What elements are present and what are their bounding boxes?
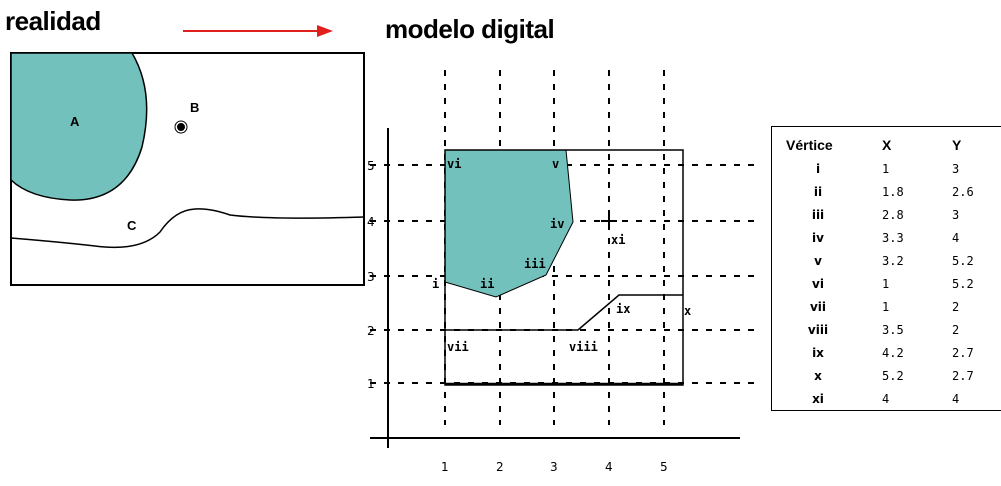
x-cell: 4 (882, 391, 890, 406)
header-x: X (882, 137, 892, 153)
line-c-model (445, 294, 683, 331)
vertex-label-v: v (552, 157, 559, 171)
y-cell: 5.2 (952, 276, 974, 291)
y-tick-3: 3 (367, 270, 375, 284)
table-row: x 5.2 2.7 (772, 364, 1001, 387)
x-cell: 5.2 (882, 368, 904, 383)
vertex-cell: ix (812, 345, 824, 360)
label-a: A (70, 114, 80, 129)
modelo-digital-heading: modelo digital (385, 14, 555, 44)
vertex-label-viii: viii (569, 340, 598, 354)
y-tick-1: 1 (367, 377, 375, 391)
table-row: iii 2.8 3 (772, 203, 1001, 226)
x-tick-1: 1 (441, 460, 449, 474)
vertex-coordinate-table: Vértice X Y i 1 3 ii 1.8 2.6 iii 2.8 3 iv 3.3 4 v 3.2… (771, 126, 1001, 411)
vertex-cell: x (814, 368, 822, 383)
x-cell: 3.2 (882, 253, 904, 268)
vertex-label-x: x (684, 304, 691, 318)
table-row: iv 3.3 4 (772, 226, 1001, 249)
y-cell: 2 (952, 299, 960, 314)
vertex-label-vi: vi (447, 157, 461, 171)
transform-arrow (183, 25, 333, 37)
table-row: v 3.2 5.2 (772, 249, 1001, 272)
point-b (177, 123, 185, 131)
reality-panel: A B C (10, 52, 365, 286)
vertex-label-ii: ii (480, 277, 494, 291)
x-cell: 3.3 (882, 230, 904, 245)
point-xi (601, 213, 617, 229)
x-cell: 1 (882, 161, 890, 176)
table-row: i 1 3 (772, 157, 1001, 180)
x-tick-4: 4 (605, 460, 613, 474)
digital-model-plot: 1 2 3 4 5 1 2 3 4 5 i ii iii iv v vi vii… (367, 70, 760, 474)
vertex-cell: vii (809, 299, 827, 314)
y-cell: 3 (952, 207, 960, 222)
x-tick-5: 5 (660, 460, 668, 474)
table-row: vii 1 2 (772, 295, 1001, 318)
x-cell: 2.8 (882, 207, 904, 222)
y-cell: 2.6 (952, 184, 974, 199)
label-b: B (190, 100, 199, 115)
vertex-cell: iii (811, 207, 825, 222)
vertex-label-xi: xi (611, 233, 625, 247)
vertex-cell: vi (812, 276, 824, 291)
x-cell: 3.5 (882, 322, 904, 337)
vertex-cell: ii (813, 184, 823, 199)
header-vertice: Vértice (786, 137, 833, 153)
table-row: ix 4.2 2.7 (772, 341, 1001, 364)
y-cell: 2.7 (952, 345, 974, 360)
table-row: xi 4 4 (772, 387, 1001, 411)
vertex-label-ix: ix (616, 302, 630, 316)
y-tick-4: 4 (367, 215, 375, 229)
x-cell: 1 (882, 299, 890, 314)
y-cell: 2.7 (952, 368, 974, 383)
vertex-label-vii: vii (447, 340, 469, 354)
label-c: C (127, 218, 137, 233)
vertex-cell: iv (812, 230, 824, 245)
realidad-heading: realidad (5, 6, 101, 36)
x-cell: 1.8 (882, 184, 904, 199)
table-row: viii 3.5 2 (772, 318, 1001, 341)
header-y: Y (952, 137, 962, 153)
vertex-cell: v (814, 253, 822, 268)
vertex-label-i: i (432, 277, 439, 291)
table-row: vi 1 5.2 (772, 272, 1001, 295)
line-c (10, 208, 365, 249)
region-a-shape (10, 52, 148, 201)
y-cell: 3 (952, 161, 960, 176)
y-cell: 5.2 (952, 253, 974, 268)
x-cell: 1 (882, 276, 890, 291)
table-header-row: Vértice X Y (772, 127, 1001, 158)
x-tick-2: 2 (496, 460, 504, 474)
vertex-cell: xi (812, 391, 824, 406)
y-cell: 4 (952, 230, 960, 245)
grid-lines (370, 70, 760, 425)
y-cell: 2 (952, 322, 960, 337)
table-row: ii 1.8 2.6 (772, 180, 1001, 203)
x-cell: 4.2 (882, 345, 904, 360)
y-tick-2: 2 (367, 324, 375, 338)
vertex-cell: viii (807, 322, 829, 337)
y-tick-5: 5 (367, 159, 375, 173)
vertex-label-iv: iv (550, 217, 564, 231)
vertex-cell: i (815, 161, 821, 176)
x-tick-3: 3 (550, 460, 558, 474)
y-cell: 4 (952, 391, 960, 406)
vertex-label-iii: iii (524, 257, 546, 271)
